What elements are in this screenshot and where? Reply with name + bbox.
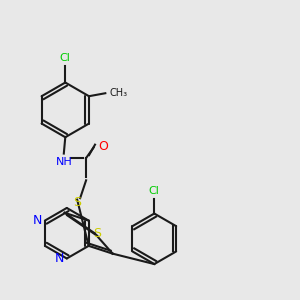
Text: CH₃: CH₃ — [110, 88, 128, 98]
Text: NH: NH — [56, 157, 72, 166]
Text: S: S — [94, 227, 102, 240]
Text: N: N — [54, 252, 64, 265]
Text: Cl: Cl — [149, 186, 160, 196]
Text: N: N — [33, 214, 42, 227]
Text: O: O — [98, 140, 108, 153]
Text: S: S — [73, 196, 81, 209]
Text: Cl: Cl — [60, 53, 71, 63]
